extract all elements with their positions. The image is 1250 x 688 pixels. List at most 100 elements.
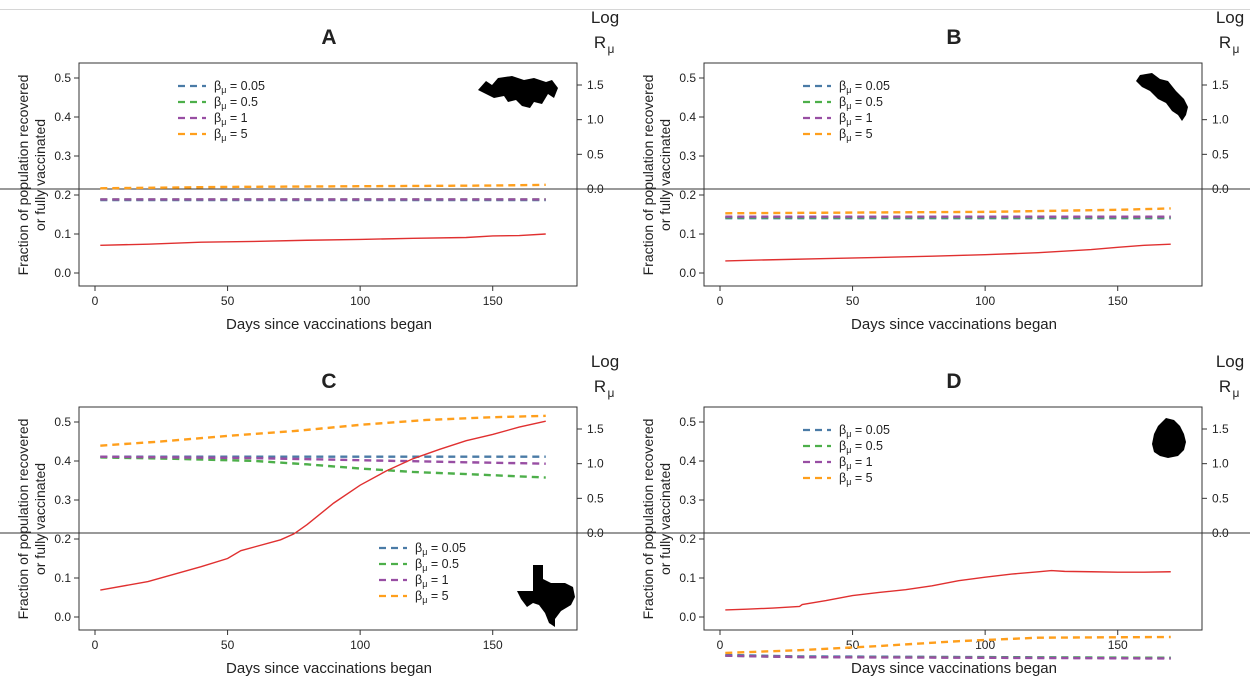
x-tick-label: 0 — [717, 638, 724, 652]
y2-tick-label: 1.0 — [1212, 113, 1229, 127]
legend-label: βμ = 0.05 — [839, 423, 890, 439]
y-tick-label: 0.2 — [679, 188, 696, 202]
right-axis-label-r: R — [594, 377, 606, 396]
x-tick-label: 50 — [221, 294, 235, 308]
y2-tick-label: 1.0 — [1212, 457, 1229, 471]
y-tick-label: 0.0 — [54, 610, 71, 624]
legend-label: βμ = 0.5 — [839, 439, 883, 455]
top-divider — [0, 9, 1250, 10]
right-axis-label-r: R — [1219, 377, 1231, 396]
y-axis-label: Fraction of population recovered or fully… — [640, 419, 673, 620]
legend-label: βμ = 5 — [839, 127, 873, 143]
x-axis-label: Days since vaccinations began — [226, 660, 432, 677]
y-tick-label: 0.3 — [679, 149, 696, 163]
y2-tick-label: 1.5 — [587, 78, 604, 92]
x-tick-label: 100 — [975, 638, 995, 652]
right-axis-label-mu: μ — [608, 386, 615, 400]
y-axis-label: Fraction of population recovered or fully… — [15, 419, 48, 620]
x-axis-label: Days since vaccinations began — [851, 316, 1057, 333]
series-line-beta-5 — [725, 635, 1171, 655]
y-axis-label: Fraction of population recovered or fully… — [640, 75, 673, 276]
x-tick-label: 150 — [483, 294, 503, 308]
x-tick-label: 150 — [483, 638, 503, 652]
panel-title: C — [321, 370, 336, 393]
panama-map-icon — [478, 76, 558, 108]
series-line-beta-5 — [100, 183, 546, 190]
legend-label: βμ = 5 — [415, 589, 449, 605]
y2-tick-label: 0.5 — [587, 491, 604, 505]
x-tick-label: 150 — [1108, 638, 1128, 652]
y-axis-label-line1: Fraction of population recovered — [15, 75, 31, 276]
plot-frame — [703, 62, 1203, 287]
panel-title: D — [946, 370, 961, 393]
uruguay-map-icon — [1152, 418, 1186, 458]
right-axis-label-log: Log — [1216, 352, 1244, 371]
right-axis-label-log: Log — [591, 352, 619, 371]
y-tick-label: 0.0 — [679, 266, 696, 280]
y-tick-label: 0.1 — [679, 227, 696, 241]
right-axis-label-r: R — [594, 33, 606, 52]
y-axis-label-line2: or fully vaccinated — [657, 119, 673, 231]
y-tick-label: 0.5 — [679, 415, 696, 429]
y-axis-label: Fraction of population recovered or fully… — [15, 75, 48, 276]
legend-label: βμ = 0.05 — [839, 79, 890, 95]
y-tick-label: 0.3 — [679, 493, 696, 507]
y-axis-label-line1: Fraction of population recovered — [15, 419, 31, 620]
y-axis-label-line1: Fraction of population recovered — [640, 75, 656, 276]
y-tick-label: 0.4 — [54, 110, 71, 124]
legend-label: βμ = 5 — [214, 127, 248, 143]
y-axis-label-line1: Fraction of population recovered — [640, 419, 656, 620]
y-tick-label: 0.1 — [679, 571, 696, 585]
y-axis-label-line2: or fully vaccinated — [32, 463, 48, 575]
x-tick-label: 0 — [92, 638, 99, 652]
legend-label: βμ = 5 — [839, 471, 873, 487]
series-line-beta-5 — [100, 414, 546, 447]
x-tick-label: 150 — [1108, 294, 1128, 308]
y-tick-label: 0.4 — [679, 454, 696, 468]
costa-rica-map-icon — [1136, 73, 1188, 121]
y-tick-label: 0.3 — [54, 149, 71, 163]
legend-label: βμ = 1 — [839, 455, 873, 471]
series-line-beta-0-5 — [100, 456, 546, 479]
y-tick-label: 0.3 — [54, 493, 71, 507]
x-tick-label: 100 — [975, 294, 995, 308]
y-tick-label: 0.5 — [54, 415, 71, 429]
y-axis-label-line2: or fully vaccinated — [657, 463, 673, 575]
y-tick-label: 0.1 — [54, 571, 71, 585]
x-axis-label: Days since vaccinations began — [851, 660, 1057, 677]
right-axis-label-log: Log — [1216, 8, 1244, 27]
legend-label: βμ = 0.5 — [839, 95, 883, 111]
right-axis-label-r: R — [1219, 33, 1231, 52]
y-tick-label: 0.2 — [54, 188, 71, 202]
y2-tick-label: 1.0 — [587, 113, 604, 127]
right-axis-label-log: Log — [591, 8, 619, 27]
y-tick-label: 0.4 — [54, 454, 71, 468]
series-line-fraction — [725, 243, 1171, 262]
series-line-fraction — [100, 420, 546, 591]
x-tick-label: 100 — [350, 294, 370, 308]
series-line-beta-1 — [100, 455, 546, 465]
x-tick-label: 50 — [221, 638, 235, 652]
y-tick-label: 0.0 — [679, 610, 696, 624]
y2-tick-label: 1.5 — [1212, 422, 1229, 436]
legend-label: βμ = 1 — [415, 573, 449, 589]
legend-label: βμ = 1 — [839, 111, 873, 127]
plot-frame — [78, 62, 578, 287]
y2-tick-label: 1.5 — [587, 422, 604, 436]
y-tick-label: 0.5 — [54, 71, 71, 85]
legend-label: βμ = 0.5 — [415, 557, 459, 573]
y2-tick-label: 0.5 — [1212, 491, 1229, 505]
x-tick-label: 100 — [350, 638, 370, 652]
y2-tick-label: 0.5 — [1212, 147, 1229, 161]
x-tick-label: 50 — [846, 294, 860, 308]
y-tick-label: 0.1 — [54, 227, 71, 241]
right-axis-label-mu: μ — [1233, 386, 1240, 400]
plot-frame — [78, 406, 578, 631]
